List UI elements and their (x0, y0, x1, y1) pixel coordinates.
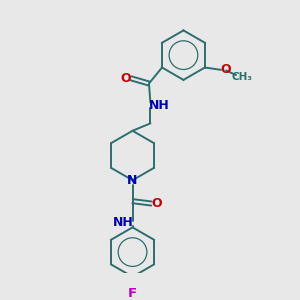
Text: O: O (220, 63, 231, 76)
Text: CH₃: CH₃ (232, 72, 253, 82)
Text: O: O (120, 72, 131, 85)
Text: F: F (128, 287, 137, 300)
Text: N: N (128, 174, 138, 187)
Text: O: O (152, 197, 162, 210)
Text: NH: NH (149, 99, 170, 112)
Text: NH: NH (113, 216, 134, 229)
